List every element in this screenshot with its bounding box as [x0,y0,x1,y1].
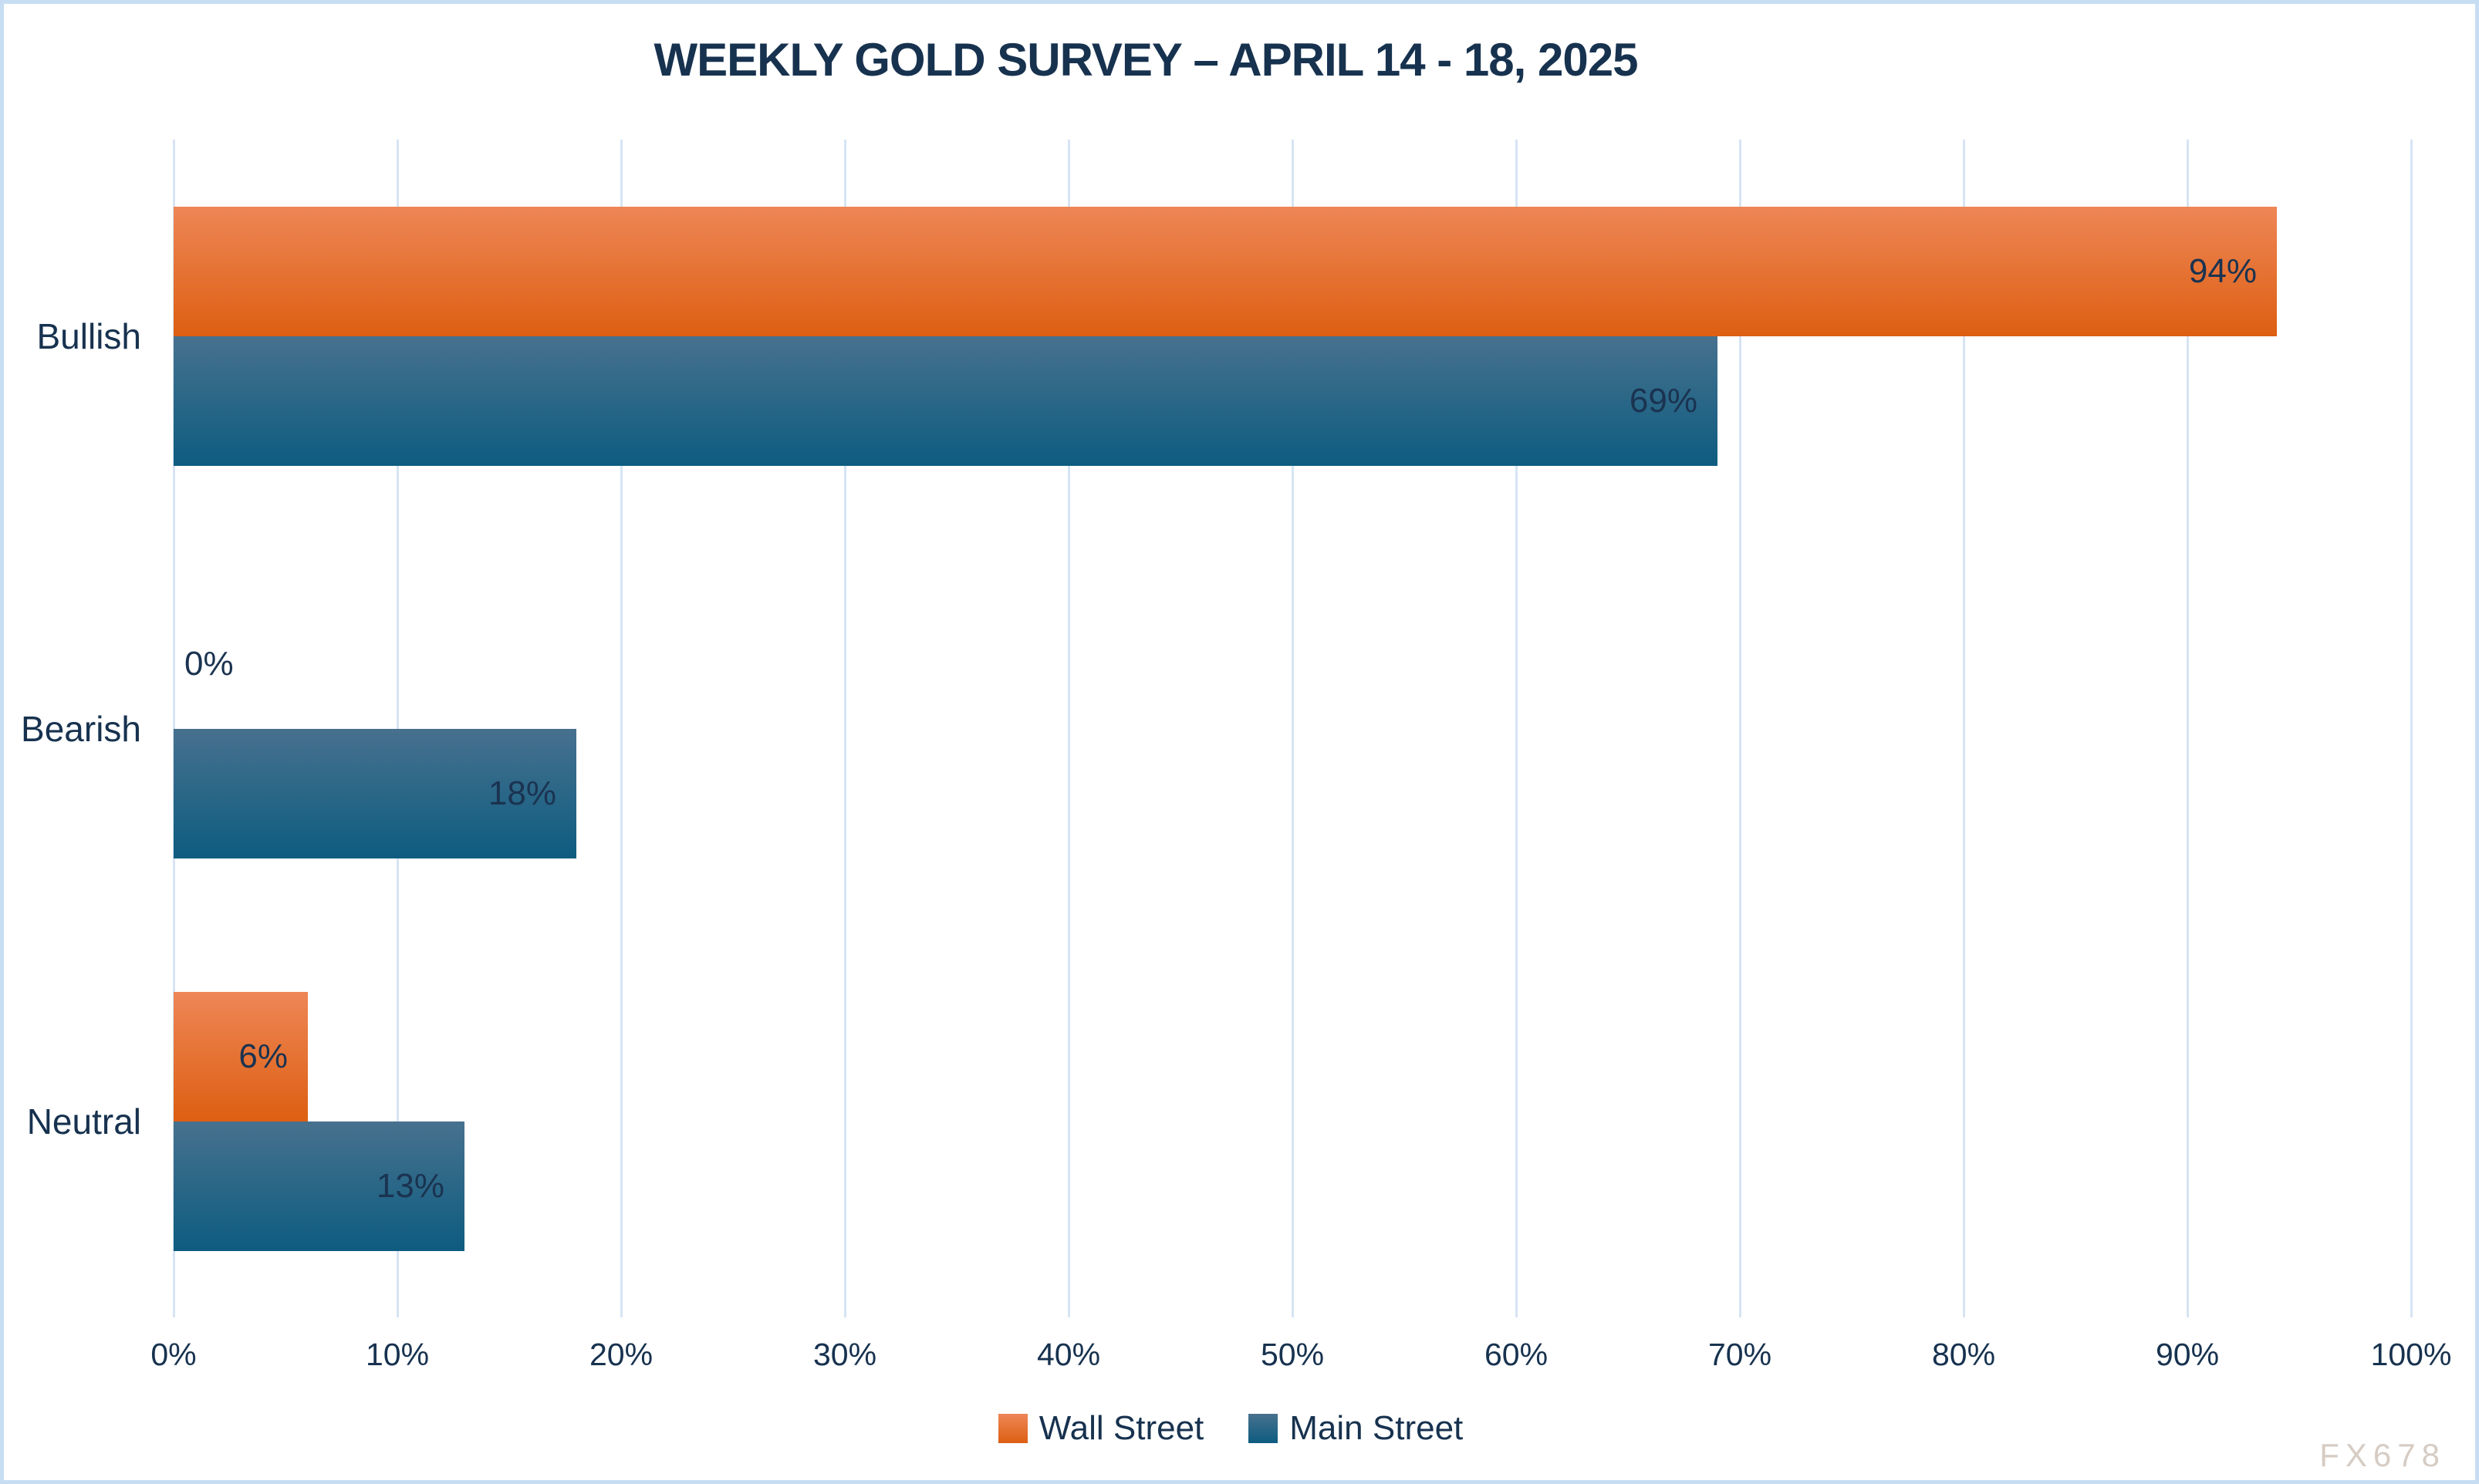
x-tick-label-40-: 40% [1036,1337,1101,1372]
bar-value-label-main-street-neutral: 13% [376,1166,444,1205]
bar-value-label-main-street-bearish: 18% [488,774,556,812]
gridline-30- [844,140,846,1317]
x-tick-label-30-: 30% [812,1337,877,1372]
x-tick-label-80-: 80% [1931,1337,1996,1372]
x-tick-label-0-: 0% [150,1337,197,1372]
bar-wall-street-bullish [174,206,2277,336]
gridline-50- [1292,140,1294,1317]
x-tick-label-10-: 10% [365,1337,430,1372]
gridline-40- [1068,140,1070,1317]
bar-value-label-wall-street-bearish: 0% [184,644,234,683]
category-label-bearish: Bearish [21,708,141,749]
legend-item-wall-street: Wall Street [998,1409,1204,1448]
gridline-80- [1963,140,1965,1317]
x-tick-label-90-: 90% [2155,1337,2220,1372]
gridline-70- [1739,140,1741,1317]
legend-swatch-wall-street [998,1414,1028,1443]
bar-main-street-bullish [174,336,1717,466]
legend-item-main-street: Main Street [1248,1409,1463,1448]
x-tick-label-70-: 70% [1707,1337,1772,1372]
category-label-neutral: Neutral [26,1101,141,1142]
legend-swatch-main-street [1248,1414,1278,1443]
x-tick-label-100-: 100% [2370,1337,2452,1372]
bar-value-label-main-street-bullish: 69% [1629,381,1697,420]
bar-main-street-bearish [174,728,576,858]
x-tick-label-20-: 20% [589,1337,654,1372]
legend-label-main-street: Main Street [1289,1409,1464,1447]
legend-label-wall-street: Wall Street [1039,1409,1204,1447]
bar-value-label-wall-street-bullish: 94% [2188,251,2257,290]
gridline-60- [1515,140,1518,1317]
legend: Wall Street Main Street [4,1409,2457,1448]
gridline-20- [620,140,623,1317]
gridline-90- [2187,140,2189,1317]
watermark: FX678 [2319,1437,2446,1473]
bar-main-street-neutral [174,1121,464,1251]
bar-wall-street-neutral [174,991,308,1121]
x-tick-label-60-: 60% [1484,1337,1549,1372]
category-label-bullish: Bullish [36,315,141,356]
chart-title: WEEKLY GOLD SURVEY – APRIL 14 - 18, 2025 [654,34,1639,86]
x-tick-label-50-: 50% [1260,1337,1325,1372]
gridline-100- [2410,140,2413,1317]
bar-value-label-wall-street-neutral: 6% [238,1037,288,1075]
